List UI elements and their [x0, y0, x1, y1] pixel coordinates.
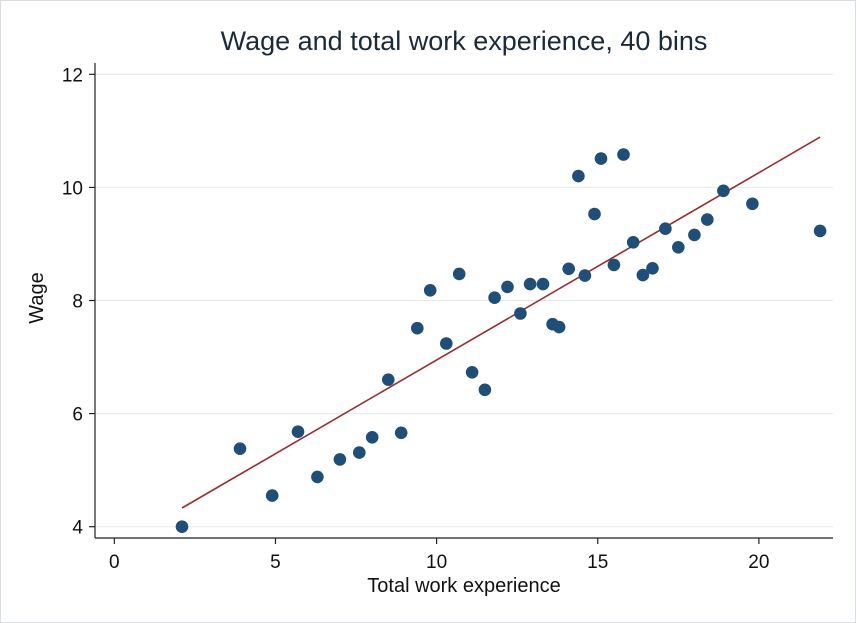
data-point	[746, 197, 759, 211]
data-point	[594, 152, 608, 165]
data-point	[636, 268, 650, 282]
data-point	[523, 277, 537, 291]
x-tick-label: 5	[270, 552, 281, 573]
x-tick-label: 15	[587, 552, 608, 573]
data-point	[465, 366, 479, 379]
data-point	[626, 236, 640, 249]
data-point	[572, 169, 585, 183]
data-point	[536, 277, 550, 291]
data-point	[646, 262, 659, 275]
data-point	[333, 453, 347, 466]
data-point	[607, 258, 621, 272]
data-point	[688, 228, 701, 242]
data-point	[291, 425, 305, 439]
data-point	[478, 383, 492, 397]
data-point	[672, 241, 685, 254]
chart-title: Wage and total work experience, 40 bins	[221, 26, 708, 56]
data-point	[311, 470, 324, 484]
y-tick-label: 4	[72, 518, 83, 539]
tick-labels: 4 6 8 10 12 0 5 10 15 20	[62, 65, 770, 573]
data-point	[562, 262, 575, 276]
data-point	[717, 184, 730, 198]
data-point	[813, 224, 827, 238]
x-axis-title: Total work experience	[367, 575, 560, 597]
data-point	[423, 284, 437, 297]
data-point	[394, 426, 408, 440]
axes	[89, 63, 833, 544]
data-point	[659, 222, 672, 235]
y-tick-label: 6	[72, 405, 83, 426]
x-tick-label: 20	[748, 552, 769, 573]
fit-line	[181, 136, 821, 509]
data-point	[514, 307, 527, 320]
data-point	[175, 520, 189, 533]
data-point	[382, 373, 395, 387]
grid-lines	[95, 73, 833, 528]
data-point	[488, 291, 501, 305]
data-point	[265, 489, 279, 502]
data-point	[578, 269, 592, 282]
fit-line-layer	[181, 136, 821, 509]
data-point	[365, 431, 379, 444]
y-tick-label: 10	[62, 178, 83, 199]
data-point	[440, 337, 453, 350]
x-tick-label: 0	[109, 552, 120, 573]
data-point	[233, 442, 247, 456]
y-tick-label: 12	[62, 65, 83, 86]
data-point	[588, 207, 601, 221]
data-point	[501, 280, 514, 294]
data-point	[552, 320, 566, 334]
y-axis-title: Wage	[26, 272, 48, 324]
data-point	[701, 213, 714, 226]
y-tick-label: 8	[72, 292, 83, 313]
data-points	[175, 148, 827, 533]
data-point	[452, 267, 466, 281]
data-point	[411, 321, 424, 335]
x-tick-label: 10	[426, 552, 447, 573]
data-point	[353, 446, 366, 459]
data-point	[617, 148, 630, 161]
